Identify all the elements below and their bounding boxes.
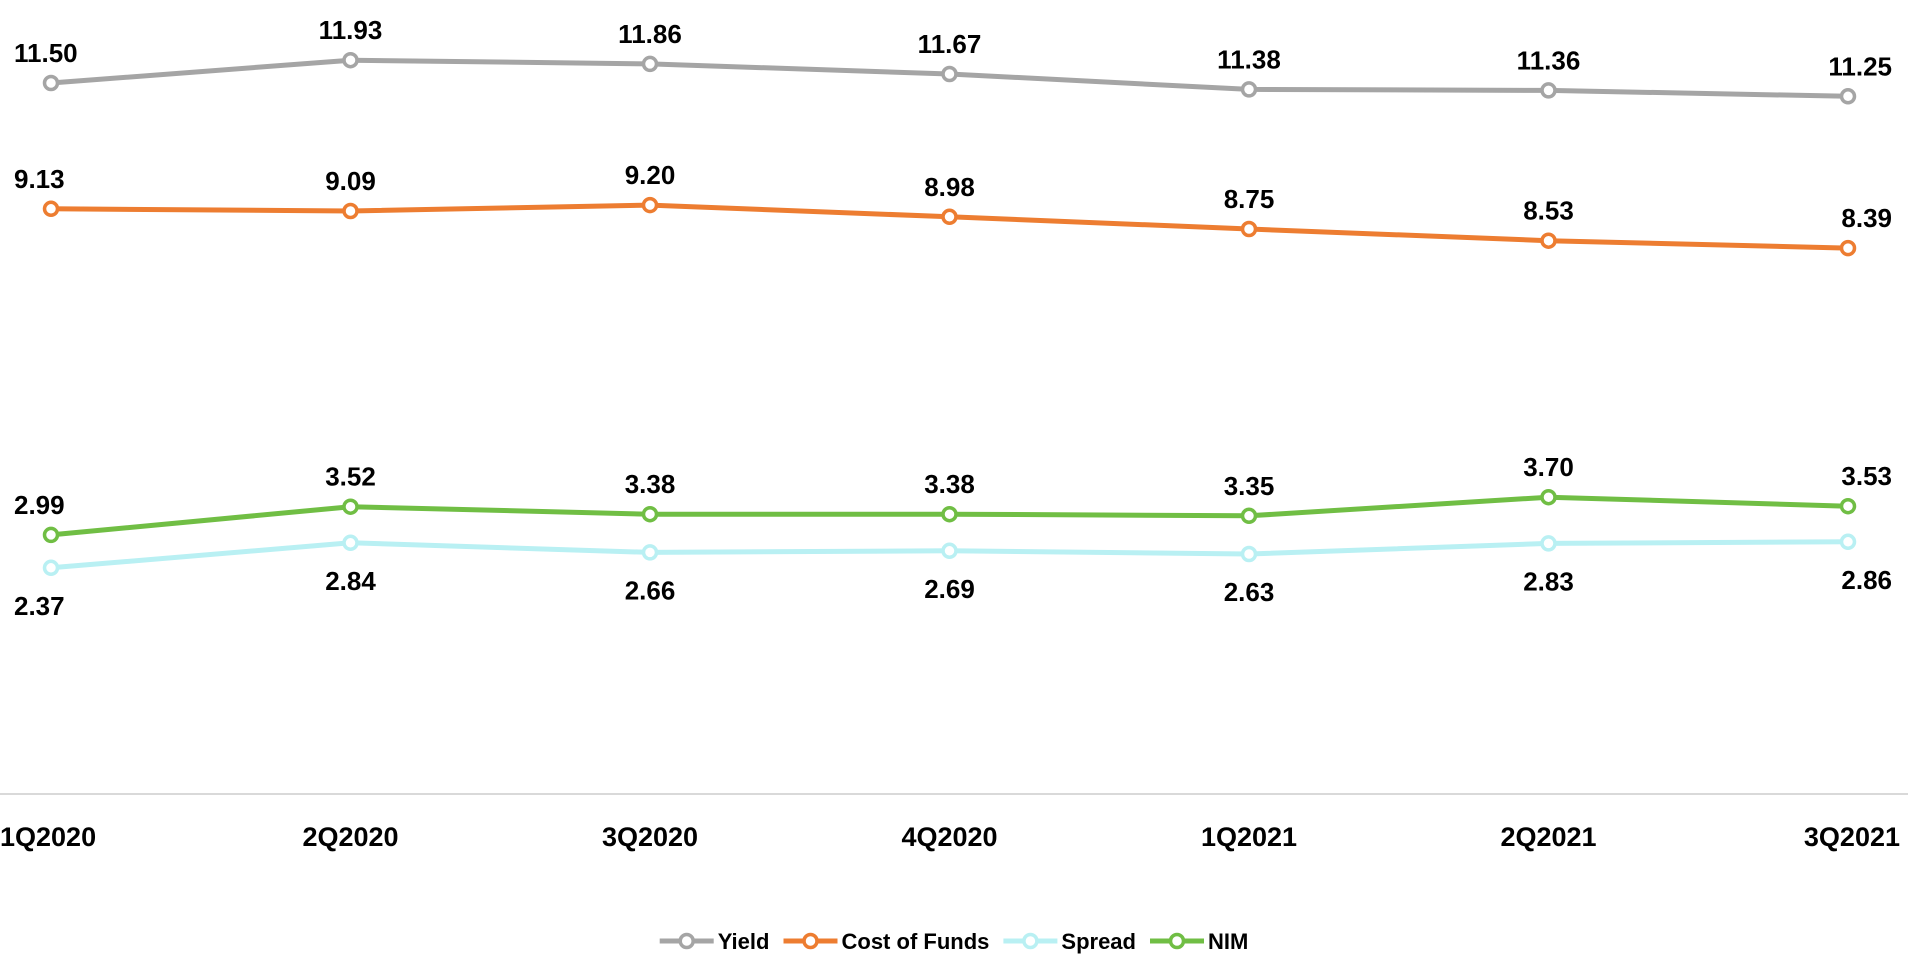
point-spread-3q2021 — [1839, 533, 1857, 551]
data-label-cost-of-funds-3q2021: 8.39 — [1841, 203, 1892, 233]
point-nim-3q2021 — [1839, 497, 1857, 515]
legend: Yield Cost of Funds Spread NIM — [659, 929, 1248, 954]
legend-item-yield: Yield — [659, 929, 770, 954]
point-nim-2q2020 — [342, 498, 359, 515]
data-label-spread-2q2021: 2.83 — [1523, 566, 1574, 596]
data-label-nim-1q2020: 2.99 — [14, 490, 65, 520]
point-cost-of-funds-1q2021 — [1240, 220, 1258, 238]
data-label-cost-of-funds-1q2020: 9.13 — [14, 164, 65, 194]
point-yield-4q2020 — [941, 65, 958, 83]
series-layer — [42, 51, 1857, 577]
x-tick-label-2q2020: 2Q2020 — [302, 822, 398, 852]
point-cost-of-funds-2q2020 — [342, 202, 359, 220]
data-label-spread-3q2021: 2.86 — [1841, 565, 1892, 595]
legend-item-nim: NIM — [1150, 929, 1248, 954]
point-yield-2q2021 — [1540, 82, 1557, 99]
data-labels: 11.50 11.93 11.86 11.67 11.38 11.36 11.25 9.13 9… — [14, 15, 1892, 621]
point-nim-1q2020 — [42, 526, 60, 544]
point-yield-1q2020 — [42, 74, 60, 92]
legend-swatch-marker-yield — [678, 932, 695, 950]
data-label-nim-3q2021: 3.53 — [1841, 461, 1892, 491]
data-label-spread-1q2020: 2.37 — [14, 591, 65, 621]
x-tick-label-3q2021: 3Q2021 — [1804, 822, 1900, 852]
data-label-yield-1q2020: 11.50 — [14, 38, 78, 68]
point-nim-3q2020 — [641, 505, 659, 523]
data-label-nim-4q2020: 3.38 — [924, 469, 975, 499]
point-yield-3q2020 — [641, 55, 659, 73]
point-cost-of-funds-1q2020 — [42, 200, 60, 218]
data-label-cost-of-funds-4q2020: 8.98 — [924, 172, 975, 202]
point-spread-1q2020 — [42, 559, 60, 577]
x-tick-label-1q2021: 1Q2021 — [1201, 822, 1297, 852]
data-label-cost-of-funds-3q2020: 9.20 — [625, 160, 676, 190]
point-spread-2q2020 — [342, 534, 359, 552]
data-label-nim-2q2021: 3.70 — [1523, 452, 1574, 482]
point-yield-2q2020 — [342, 51, 359, 69]
point-nim-1q2021 — [1240, 507, 1258, 525]
legend-label-cost-of-funds: Cost of Funds — [842, 929, 990, 954]
data-label-cost-of-funds-2q2020: 9.09 — [325, 166, 376, 196]
data-label-spread-2q2020: 2.84 — [325, 566, 376, 596]
x-tick-label-2q2021: 2Q2021 — [1500, 822, 1596, 852]
x-tick-label-4q2020: 4Q2020 — [901, 822, 997, 852]
data-label-yield-3q2020: 11.86 — [618, 19, 682, 49]
data-label-spread-4q2020: 2.69 — [924, 574, 975, 604]
data-label-cost-of-funds-1q2021: 8.75 — [1224, 184, 1275, 214]
data-label-yield-2q2020: 11.93 — [319, 15, 383, 45]
data-label-spread-3q2020: 2.66 — [625, 575, 676, 605]
point-nim-2q2021 — [1540, 488, 1557, 506]
x-axis-ticks: 1Q2020 2Q2020 3Q2020 4Q2020 1Q2021 2Q2021 3Q20… — [0, 822, 1900, 852]
x-tick-label-1q2020: 1Q2020 — [0, 822, 96, 852]
legend-label-yield: Yield — [718, 929, 770, 954]
point-spread-2q2021 — [1540, 535, 1557, 552]
legend-label-nim: NIM — [1208, 929, 1248, 954]
x-tick-label-3q2020: 3Q2020 — [602, 822, 698, 852]
data-label-yield-1q2021: 11.38 — [1217, 44, 1281, 74]
data-label-yield-4q2020: 11.67 — [918, 29, 982, 59]
data-label-yield-2q2021: 11.36 — [1517, 45, 1581, 75]
data-label-nim-2q2020: 3.52 — [325, 462, 376, 492]
point-nim-4q2020 — [941, 505, 958, 523]
point-spread-3q2020 — [641, 544, 659, 561]
legend-swatch-marker-spread — [1022, 932, 1039, 950]
point-cost-of-funds-3q2020 — [641, 196, 659, 214]
point-spread-4q2020 — [941, 542, 958, 560]
point-yield-1q2021 — [1240, 81, 1258, 98]
point-cost-of-funds-4q2020 — [941, 208, 958, 226]
legend-swatch-marker-cost-of-funds — [802, 932, 819, 950]
point-cost-of-funds-2q2021 — [1540, 232, 1557, 249]
point-yield-3q2021 — [1839, 88, 1857, 105]
data-label-nim-3q2020: 3.38 — [625, 469, 676, 499]
data-label-nim-1q2021: 3.35 — [1224, 471, 1275, 501]
data-label-cost-of-funds-2q2021: 8.53 — [1523, 196, 1574, 226]
legend-item-spread: Spread — [1003, 929, 1136, 954]
point-spread-1q2021 — [1240, 545, 1258, 563]
legend-swatch-marker-nim — [1168, 932, 1186, 950]
point-cost-of-funds-3q2021 — [1839, 239, 1857, 257]
data-label-yield-3q2021: 11.25 — [1828, 51, 1892, 81]
legend-item-cost-of-funds: Cost of Funds — [783, 929, 990, 954]
data-label-spread-1q2021: 2.63 — [1224, 577, 1275, 607]
legend-label-spread: Spread — [1061, 929, 1136, 954]
